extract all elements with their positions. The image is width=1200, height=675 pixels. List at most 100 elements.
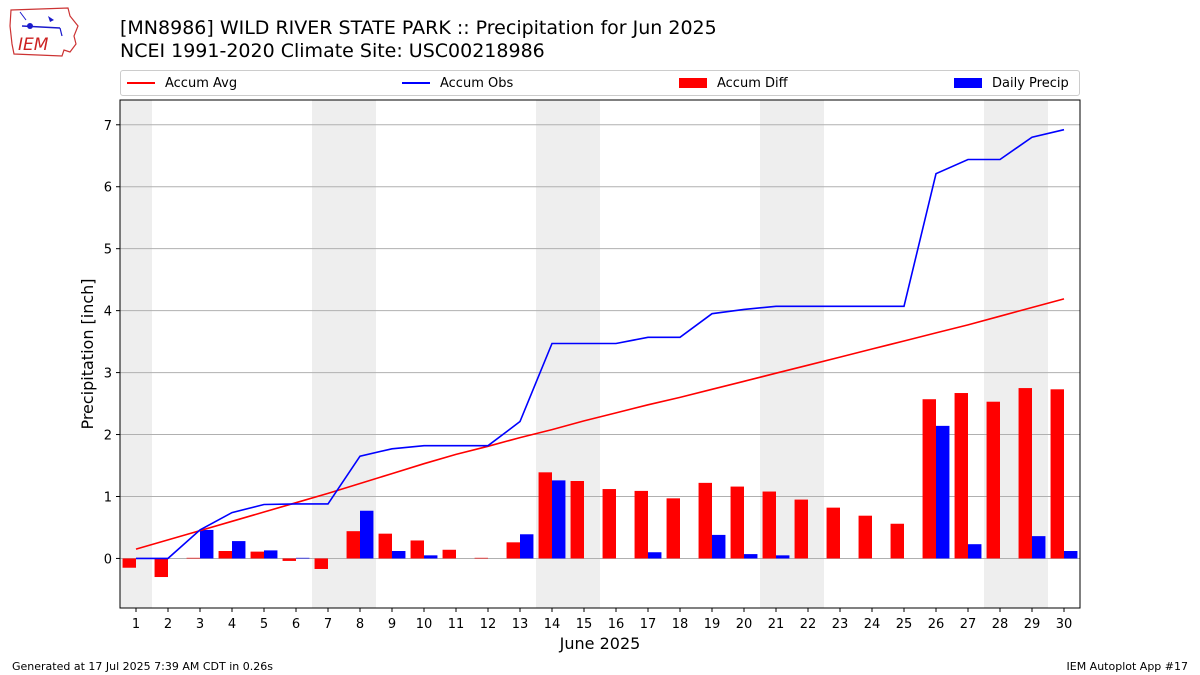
accum-diff-bar (570, 481, 584, 559)
daily-precip-bar (1064, 551, 1078, 559)
legend-label-accum-diff: Accum Diff (717, 75, 788, 91)
x-tick-label: 6 (292, 617, 300, 632)
x-axis: 1 2 3 4 5 6 7 8 9 10 11 12 13 14 15 16 17 18 19 20 21 22 23 24 2… (132, 608, 1072, 632)
daily-precip-bar (264, 550, 278, 559)
x-tick-label: 28 (992, 617, 1009, 632)
iem-logo: IEM (8, 6, 80, 60)
daily-precip-bar (968, 544, 982, 559)
accum-diff-bar (378, 533, 392, 559)
y-tick-label: 3 (104, 367, 112, 382)
accum-obs-line (136, 128, 1065, 560)
x-tick-label: 3 (196, 617, 204, 632)
daily-precip-bar (520, 534, 534, 559)
accum-diff-bar (154, 558, 168, 578)
x-tick-label: 10 (416, 617, 433, 632)
y-tick-label: 0 (104, 552, 112, 567)
accum-diff-bar (186, 557, 200, 559)
x-tick-label: 27 (960, 617, 977, 632)
y-tick-label: 6 (104, 181, 112, 196)
y-tick-label: 5 (104, 243, 112, 258)
daily-precip-bar (744, 554, 758, 559)
accum-diff-bar (346, 531, 360, 559)
accum-diff-bar (826, 507, 840, 559)
chart-subtitle: NCEI 1991-2020 Climate Site: USC00218986 (120, 40, 545, 62)
accum-diff-bar (666, 498, 680, 559)
x-tick-label: 26 (928, 617, 945, 632)
daily-precip-bar (776, 555, 790, 559)
x-tick-label: 8 (356, 617, 364, 632)
y-tick-label: 1 (104, 490, 112, 505)
x-tick-label: 7 (324, 617, 332, 632)
daily-precip-bar (232, 541, 246, 559)
x-tick-label: 23 (832, 617, 849, 632)
x-tick-label: 16 (608, 617, 625, 632)
daily-precip-bar (392, 551, 406, 559)
plot-frame (119, 99, 1081, 609)
weekend-band (120, 100, 152, 608)
legend-item-accum-avg: Accum Avg (127, 71, 237, 95)
y-tick-label: 2 (104, 429, 112, 444)
accum-diff-bar (474, 557, 488, 559)
daily-precip-bar (936, 425, 950, 559)
daily-precip-bar (552, 480, 566, 559)
y-tick-label: 7 (104, 119, 112, 134)
x-tick-label: 29 (1024, 617, 1041, 632)
x-tick-label: 20 (736, 617, 753, 632)
line-marks (135, 128, 1065, 560)
x-tick-label: 9 (388, 617, 396, 632)
x-tick-label: 17 (640, 617, 657, 632)
x-tick-label: 5 (260, 617, 268, 632)
legend-item-accum-diff: Accum Diff (679, 71, 788, 95)
accum-diff-bar (1018, 388, 1032, 559)
accum-diff-bar (218, 551, 232, 559)
daily-precip-bar (296, 557, 310, 559)
accum-diff-bar (250, 551, 264, 559)
x-axis-label: June 2025 (559, 634, 641, 653)
legend-label-daily-precip: Daily Precip (992, 75, 1069, 91)
legend-label-accum-obs: Accum Obs (440, 75, 514, 91)
accum-diff-bar (506, 542, 520, 559)
daily-precip-bar (360, 510, 374, 559)
accum-diff-bar (410, 540, 424, 559)
legend-swatch-daily-precip (954, 78, 982, 88)
accum-diff-bar (1050, 389, 1064, 559)
x-tick-label: 22 (800, 617, 817, 632)
iowa-map-icon: IEM (9, 7, 79, 57)
accum-diff-bar (858, 515, 872, 559)
generated-timestamp: Generated at 17 Jul 2025 7:39 AM CDT in … (12, 660, 273, 673)
accum-diff-bar (634, 490, 648, 559)
accum-diff-bar (314, 558, 328, 569)
accum-diff-bar (698, 482, 712, 559)
legend-swatch-accum-diff (679, 78, 707, 88)
x-tick-label: 30 (1056, 617, 1073, 632)
x-tick-label: 21 (768, 617, 785, 632)
accum-diff-bar (122, 558, 136, 568)
accum-diff-bar (282, 558, 296, 561)
y-axis: 0 1 2 3 4 5 6 7 (104, 119, 120, 567)
accum-diff-bar (922, 399, 936, 559)
x-tick-label: 14 (544, 617, 561, 632)
accum-diff-bar (602, 489, 616, 559)
daily-precip-bar (1032, 536, 1046, 559)
daily-precip-bar (712, 534, 726, 559)
accum-diff-bar (442, 549, 456, 559)
x-tick-label: 15 (576, 617, 593, 632)
x-tick-label: 11 (448, 617, 465, 632)
x-tick-label: 2 (164, 617, 172, 632)
accum-diff-bar (730, 486, 744, 559)
y-axis-label: Precipitation [inch] (78, 278, 97, 429)
x-tick-label: 12 (480, 617, 497, 632)
app-credit: IEM Autoplot App #17 (1066, 660, 1189, 673)
daily-precip-bar (648, 552, 662, 559)
chart-legend: Accum Avg Accum Obs Accum Diff Daily Pre… (120, 70, 1080, 96)
x-tick-label: 1 (132, 617, 140, 632)
x-tick-label: 24 (864, 617, 881, 632)
x-tick-label: 25 (896, 617, 913, 632)
legend-item-daily-precip: Daily Precip (954, 71, 1069, 95)
x-tick-label: 18 (672, 617, 689, 632)
x-tick-label: 19 (704, 617, 721, 632)
x-tick-label: 13 (512, 617, 529, 632)
legend-swatch-accum-avg (127, 82, 155, 84)
logo-text: IEM (18, 35, 49, 55)
